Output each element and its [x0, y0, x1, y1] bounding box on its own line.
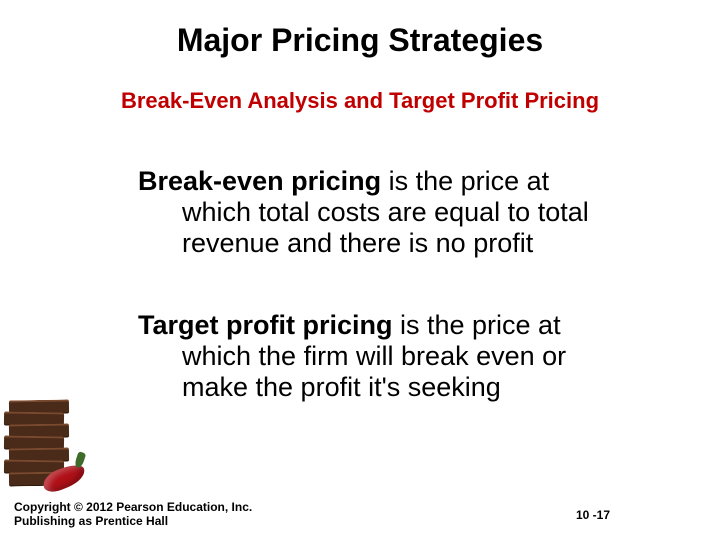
term-break-even: Break-even pricing — [138, 166, 381, 196]
para1-continuation: which total costs are equal to total rev… — [138, 197, 618, 259]
decorative-image — [0, 362, 90, 492]
paragraph-text: Target profit pricing is the price at wh… — [138, 310, 618, 403]
term-target-profit: Target profit pricing — [138, 310, 393, 340]
para2-line1-rest: is the price at — [393, 310, 561, 340]
para1-line1-rest: is the price at — [381, 166, 549, 196]
para2-continuation: which the firm will break even or make t… — [138, 341, 618, 403]
copyright-footer: Copyright © 2012 Pearson Education, Inc.… — [14, 500, 252, 528]
body-paragraph-1: Break-even pricing is the price at which… — [138, 166, 618, 259]
slide: Major Pricing Strategies Break-Even Anal… — [0, 0, 720, 540]
slide-title: Major Pricing Strategies — [0, 22, 720, 59]
paragraph-text: Break-even pricing is the price at which… — [138, 166, 618, 259]
copyright-line2: Publishing as Prentice Hall — [14, 514, 168, 528]
chili-pepper-icon — [34, 432, 94, 492]
copyright-line1: Copyright © 2012 Pearson Education, Inc. — [14, 500, 252, 514]
page-number: 10 -17 — [576, 508, 610, 522]
body-paragraph-2: Target profit pricing is the price at wh… — [138, 310, 618, 403]
slide-subtitle: Break-Even Analysis and Target Profit Pr… — [0, 88, 720, 114]
